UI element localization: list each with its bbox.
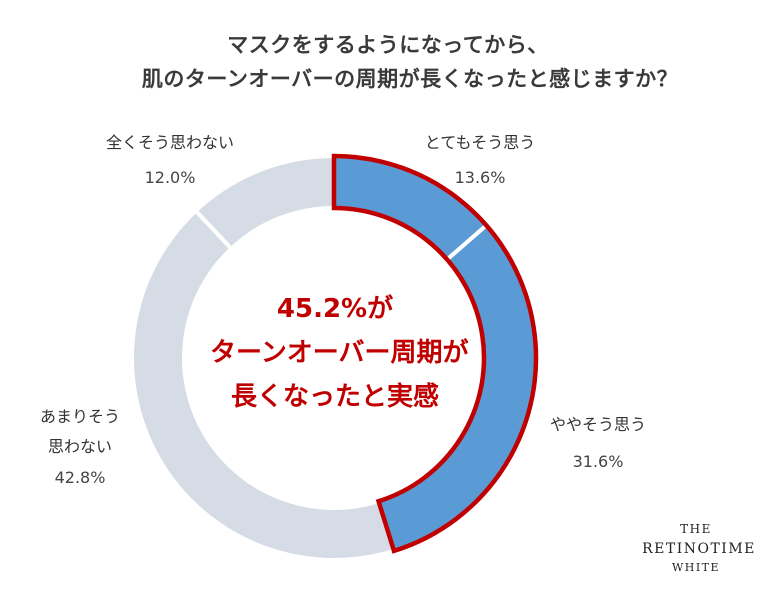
brand-logo: THE RETINOTIME WHITE	[636, 519, 756, 577]
slice-value-yaya: 31.6%	[572, 452, 624, 471]
brand-line1: THE	[680, 522, 712, 536]
donut-slice-2	[129, 207, 397, 562]
slice-label-amari-line1: あまりそう	[39, 407, 120, 426]
center-callout-line1: 45.2%が	[276, 294, 394, 324]
slice-label-amari: あまりそう 思わない	[20, 402, 140, 462]
chart-title-line2: 肌のターンオーバーの周期が長くなったと感じますか？	[141, 67, 679, 91]
slice-value-mattaku: 12.0%	[144, 168, 196, 187]
center-callout-line2: ターンオーバー周期が	[210, 338, 469, 368]
slice-label-totemo: とてもそう思う	[424, 133, 536, 152]
brand-line2: RETINOTIME	[642, 541, 756, 557]
chart-title: マスクをするようになってから、 肌のターンオーバーの周期が長くなったと感じますか…	[0, 28, 776, 96]
slice-label-yaya: ややそう思う	[549, 415, 646, 434]
slice-label-amari-line2: 思わない	[47, 437, 112, 456]
highlight-outline	[331, 153, 539, 554]
center-callout-line3: 長くなったと実感	[230, 382, 439, 412]
slice-label-mattaku: 全くそう思わない	[105, 133, 234, 152]
brand-line3: WHITE	[671, 561, 721, 574]
center-callout: 45.2%が ターンオーバー周期が 長くなったと実感	[210, 287, 469, 419]
chart-title-line1: マスクをするようになってから、	[227, 33, 549, 57]
slice-value-amari: 42.8%	[54, 468, 106, 487]
slice-value-totemo: 13.6%	[454, 168, 506, 187]
